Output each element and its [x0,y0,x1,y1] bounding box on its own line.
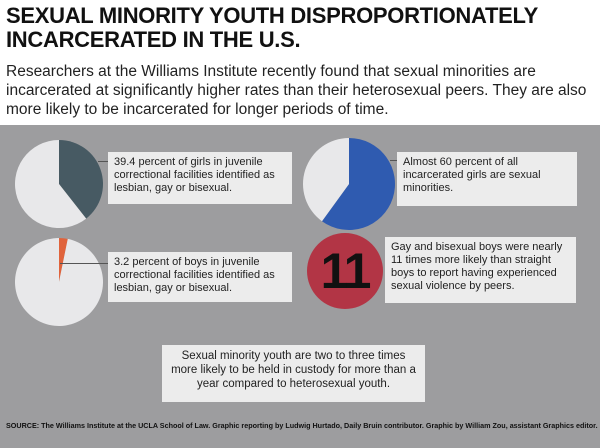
annotation-girls-lgb: 39.4 percent of girls in juvenile correc… [108,152,292,204]
source-credit: SOURCE: The Williams Institute at the UC… [6,421,598,430]
callout-line-3 [60,263,108,264]
stat-circle: 11 [307,233,383,309]
pie-chart-boys-lgb [14,238,104,326]
page-title: SEXUAL MINORITY YOUTH DISPROPORTIONATELY… [6,3,538,52]
pie-slice [321,138,395,230]
pie-chart-girls-lgb [14,140,103,228]
bottom-note: Sexual minority youth are two to three t… [162,345,425,402]
annotation-girls-minorities: Almost 60 percent of all incarcerated gi… [397,152,577,206]
intro-text: Researchers at the Williams Institute re… [6,63,587,118]
pie-slice [59,140,103,219]
callout-line-1 [98,161,108,162]
pie-slice [303,138,349,222]
pie-chart-girls-minorities [303,138,395,230]
stat-number: 11 [320,243,372,299]
pie-slice [14,238,104,326]
annotation-boys-lgb: 3.2 percent of boys in juvenile correcti… [108,252,292,302]
pie-slice [14,140,87,228]
callout-line-2 [390,160,398,161]
pie-slice [59,238,68,282]
stat-annotation: Gay and bisexual boys were nearly 11 tim… [385,237,576,303]
